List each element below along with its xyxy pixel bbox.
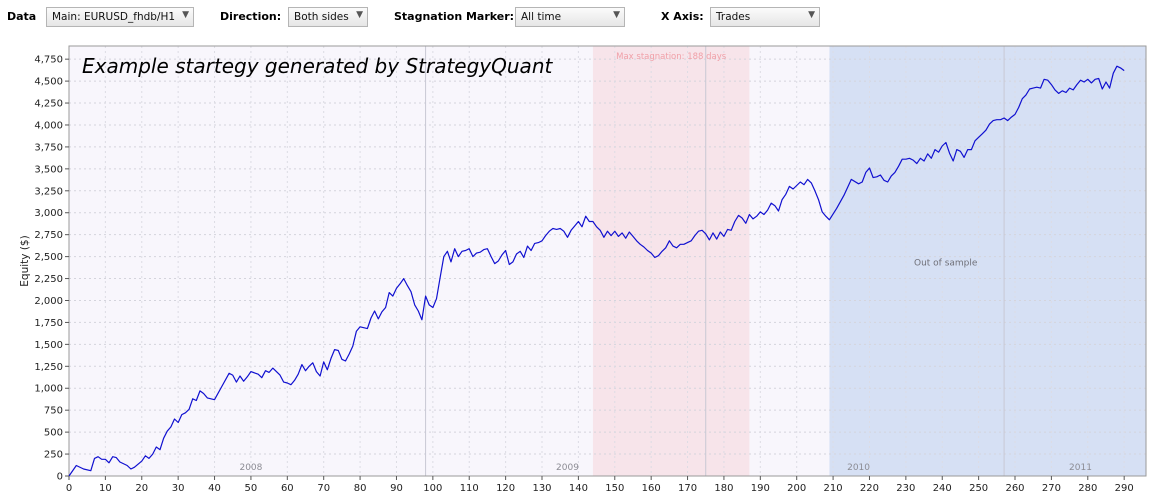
stagnation-label: Max stagnation: 188 days [616,52,727,62]
direction-label: Direction: [220,10,282,23]
x-tick-label: 290 [1115,483,1134,494]
y-tick-label: 3,250 [34,186,63,197]
data-select[interactable]: Main: EURUSD_fhdb/H1 ▼ [46,7,194,27]
y-tick-label: 3,750 [34,142,63,153]
plot-border [68,45,1147,477]
x-tick-label: 10 [99,483,112,494]
y-tick-label: 3,500 [34,164,63,175]
x-tick-label: 110 [460,483,479,494]
toolbar: Data Main: EURUSD_fhdb/H1 ▼ Direction: B… [0,0,1152,36]
stagnation-marker-select[interactable]: All time ▼ [515,7,625,27]
x-tick-label: 190 [751,483,770,494]
x-tick-label: 140 [569,483,588,494]
out-of-sample-label: Out of sample [914,258,978,268]
y-tick-label: 4,000 [34,120,63,131]
y-tick-label: 750 [44,406,63,417]
chevron-down-icon: ▼ [182,10,189,20]
x-tick-label: 30 [172,483,185,494]
x-tick-label: 230 [896,483,915,494]
x-tick-label: 100 [423,483,442,494]
y-tick-label: 4,750 [34,55,63,66]
year-label: 2010 [847,463,870,473]
year-label: 2009 [556,463,579,473]
stagnation-marker-label: Stagnation Marker: [394,10,515,23]
y-tick-label: 2,000 [34,296,63,307]
y-tick-label: 1,000 [34,384,63,395]
x-tick-label: 220 [860,483,879,494]
chevron-down-icon: ▼ [613,10,620,20]
chart-title: Example startegy generated by StrategyQu… [82,54,553,78]
chevron-down-icon: ▼ [808,10,815,20]
x-axis-label: X Axis: [661,10,704,23]
y-tick-label: 250 [44,450,63,461]
x-tick-label: 160 [642,483,661,494]
y-tick-label: 1,250 [34,362,63,373]
x-axis-select[interactable]: Trades ▼ [710,7,820,27]
x-tick-label: 210 [824,483,843,494]
y-tick-label: 0 [57,472,63,483]
y-tick-label: 4,500 [34,77,63,88]
y-axis-label: Equity ($) [19,235,31,286]
x-tick-label: 130 [532,483,551,494]
y-tick-label: 2,750 [34,230,63,241]
x-tick-label: 150 [605,483,624,494]
x-tick-label: 90 [390,483,403,494]
x-tick-label: 20 [135,483,148,494]
x-tick-label: 40 [208,483,221,494]
x-tick-label: 270 [1042,483,1061,494]
y-tick-label: 3,000 [34,208,63,219]
out-of-sample-band [829,46,1146,476]
y-tick-label: 2,250 [34,274,63,285]
x-tick-label: 250 [969,483,988,494]
direction-select-value: Both sides [294,11,349,23]
x-tick-label: 0 [66,483,72,494]
x-tick-label: 80 [354,483,367,494]
stagnation-marker-select-value: All time [521,11,562,23]
x-tick-label: 280 [1078,483,1097,494]
y-tick-label: 1,500 [34,340,63,351]
stagnation-band [592,46,750,476]
x-tick-label: 170 [678,483,697,494]
equity-line [68,65,1125,477]
x-tick-label: 60 [281,483,294,494]
y-tick-label: 1,750 [34,318,63,329]
x-axis-select-value: Trades [716,11,751,23]
y-tick-label: 4,250 [34,99,63,110]
x-tick-label: 240 [933,483,952,494]
year-label: 2008 [239,463,262,473]
x-tick-label: 120 [496,483,515,494]
x-tick-label: 260 [1005,483,1024,494]
x-tick-label: 70 [317,483,330,494]
data-select-value: Main: EURUSD_fhdb/H1 [52,11,176,23]
x-tick-label: 200 [787,483,806,494]
data-label: Data [7,10,37,23]
x-tick-label: 50 [245,483,258,494]
y-tick-label: 2,500 [34,252,63,263]
y-tick-label: 500 [44,428,63,439]
direction-select[interactable]: Both sides ▼ [288,7,368,27]
x-tick-label: 180 [714,483,733,494]
year-label: 2011 [1069,463,1092,473]
chevron-down-icon: ▼ [356,10,363,20]
